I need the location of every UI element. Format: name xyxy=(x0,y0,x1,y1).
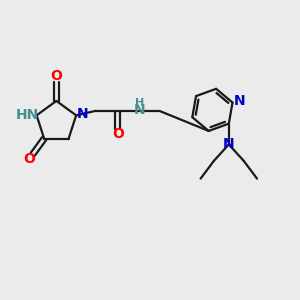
Text: N: N xyxy=(134,103,146,117)
Text: O: O xyxy=(24,152,36,166)
Text: N: N xyxy=(233,94,245,108)
Text: O: O xyxy=(112,127,124,141)
Text: N: N xyxy=(76,107,88,121)
Text: O: O xyxy=(50,69,62,83)
Text: N: N xyxy=(223,137,235,151)
Text: H: H xyxy=(135,98,144,108)
Text: HN: HN xyxy=(16,108,39,122)
